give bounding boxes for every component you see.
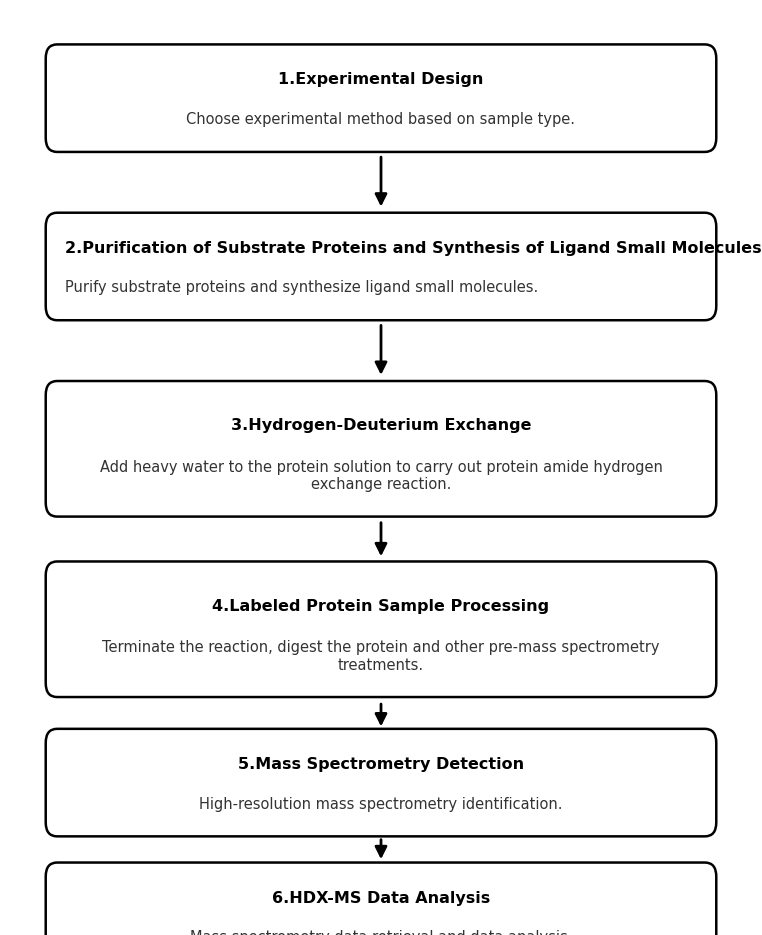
FancyBboxPatch shape [46, 561, 716, 698]
FancyBboxPatch shape [46, 44, 716, 151]
Text: 1.Experimental Design: 1.Experimental Design [278, 72, 484, 87]
Text: 3.Hydrogen-Deuterium Exchange: 3.Hydrogen-Deuterium Exchange [231, 418, 531, 433]
FancyBboxPatch shape [46, 381, 716, 516]
FancyBboxPatch shape [46, 729, 716, 836]
Text: 6.HDX-MS Data Analysis: 6.HDX-MS Data Analysis [272, 890, 490, 905]
FancyBboxPatch shape [46, 212, 716, 320]
Text: Purify substrate proteins and synthesize ligand small molecules.: Purify substrate proteins and synthesize… [65, 280, 538, 295]
Text: High-resolution mass spectrometry identification.: High-resolution mass spectrometry identi… [199, 797, 563, 812]
Text: 2.Purification of Substrate Proteins and Synthesis of Ligand Small Molecules: 2.Purification of Substrate Proteins and… [65, 240, 761, 255]
Text: 4.Labeled Protein Sample Processing: 4.Labeled Protein Sample Processing [213, 598, 549, 613]
Text: Mass spectrometry data retrieval and data analysis.: Mass spectrometry data retrieval and dat… [190, 930, 572, 935]
Text: Add heavy water to the protein solution to carry out protein amide hydrogen
exch: Add heavy water to the protein solution … [100, 460, 662, 492]
Text: 5.Mass Spectrometry Detection: 5.Mass Spectrometry Detection [238, 756, 524, 771]
FancyBboxPatch shape [46, 862, 716, 935]
Text: Terminate the reaction, digest the protein and other pre-mass spectrometry
treat: Terminate the reaction, digest the prote… [102, 640, 660, 672]
Text: Choose experimental method based on sample type.: Choose experimental method based on samp… [187, 112, 575, 127]
